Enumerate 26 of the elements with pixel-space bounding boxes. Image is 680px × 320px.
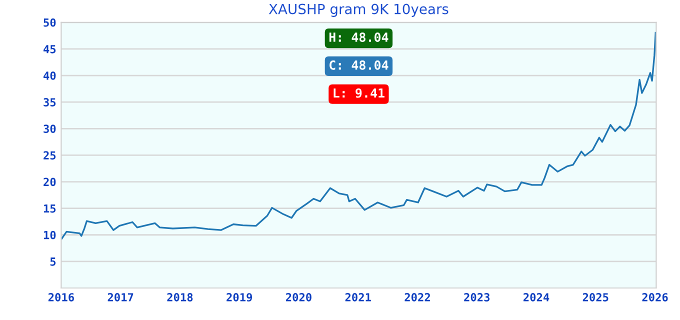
y-tick-label: 50 [44, 18, 56, 27]
x-tick-label: 2020 [286, 293, 312, 302]
x-tick-label: 2024 [523, 293, 550, 302]
y-tick-label: 20 [44, 178, 56, 186]
y-tick-label: 25 [44, 151, 56, 160]
x-tick-label: 2026 [642, 293, 668, 302]
x-tick-label: 2021 [345, 293, 371, 302]
y-tick-label: 30 [44, 124, 56, 134]
x-tick-label: 2022 [404, 293, 430, 302]
annotation: L: 9.41 [334, 88, 384, 98]
chart-title: XAUSHP gram 9K 10years [268, 4, 448, 17]
x-tick-label: 2018 [167, 293, 193, 302]
line-series [61, 32, 656, 240]
x-tick-label: 2017 [108, 293, 134, 302]
x-tick-label: 2016 [48, 293, 74, 302]
y-tick-label: 10 [44, 230, 56, 240]
x-tick-label: 2023 [464, 293, 490, 302]
x-tick-label: 2025 [582, 293, 608, 302]
y-tick-label: 5 [50, 258, 56, 266]
x-tick-label: 2019 [226, 293, 252, 302]
annotation: C: 48.04 [330, 60, 388, 70]
annotation: H: 48.04 [329, 32, 388, 42]
y-tick-label: 45 [44, 45, 56, 54]
y-tick-label: 40 [44, 71, 56, 80]
y-tick-label: 15 [44, 204, 56, 213]
y-tick-label: 35 [44, 98, 56, 106]
